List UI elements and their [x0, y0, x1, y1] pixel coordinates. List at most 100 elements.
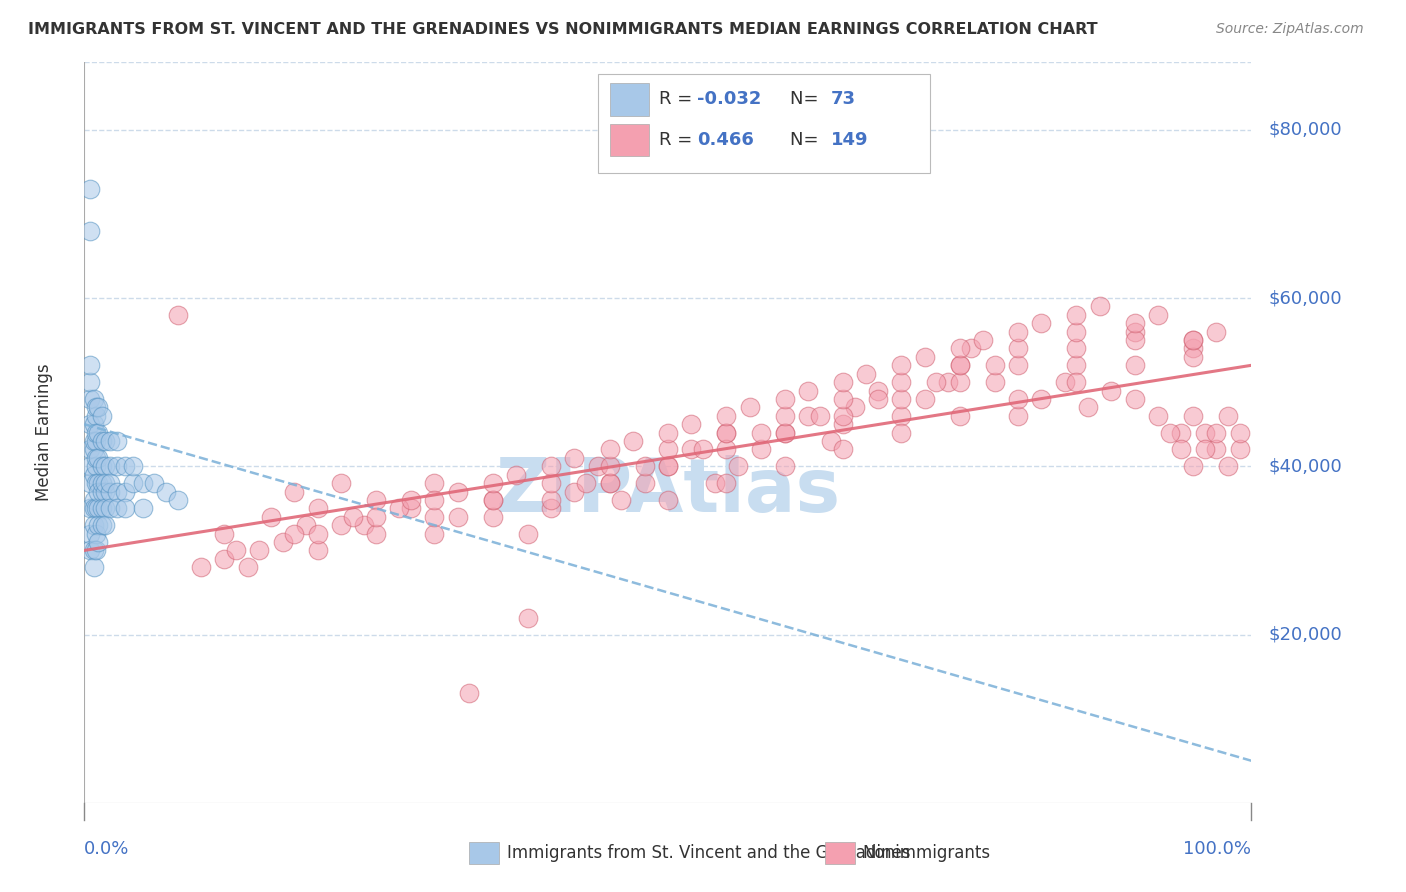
Point	[599, 459, 621, 474]
Point	[1181, 333, 1204, 347]
Point	[949, 409, 972, 423]
Point	[166, 308, 188, 322]
Point	[132, 501, 155, 516]
Point	[366, 492, 388, 507]
Point	[716, 409, 738, 423]
Point	[1170, 442, 1192, 457]
Point	[983, 375, 1005, 389]
Point	[832, 409, 855, 423]
Point	[94, 484, 117, 499]
Point	[773, 425, 796, 440]
Point	[481, 509, 505, 524]
Point	[1123, 392, 1146, 406]
FancyBboxPatch shape	[598, 73, 931, 173]
Point	[423, 492, 446, 507]
Bar	[825, 842, 855, 864]
Point	[87, 535, 110, 549]
Text: $40,000: $40,000	[1268, 458, 1343, 475]
Point	[114, 501, 136, 516]
Point	[716, 425, 738, 440]
Point	[960, 342, 983, 356]
Point	[271, 535, 294, 549]
Point	[98, 484, 121, 499]
Point	[773, 459, 796, 474]
Point	[832, 417, 855, 432]
Point	[307, 526, 329, 541]
Point	[657, 492, 679, 507]
Point	[1123, 333, 1146, 347]
Point	[832, 392, 855, 406]
Point	[633, 459, 655, 474]
Point	[283, 484, 305, 499]
Point	[79, 543, 101, 558]
Point	[633, 476, 655, 491]
Point	[773, 392, 796, 406]
Point	[797, 384, 820, 398]
Point	[260, 509, 283, 524]
Point	[79, 501, 101, 516]
Point	[738, 401, 761, 415]
Text: 0.466: 0.466	[697, 131, 754, 149]
Point	[749, 442, 772, 457]
Point	[87, 501, 110, 516]
Point	[342, 509, 364, 524]
Point	[388, 501, 411, 516]
Point	[423, 509, 446, 524]
Point	[1007, 359, 1029, 373]
Point	[143, 476, 166, 491]
Point	[90, 484, 112, 499]
Point	[83, 434, 105, 448]
Point	[949, 342, 972, 356]
Point	[79, 459, 101, 474]
Point	[98, 501, 121, 516]
Point	[225, 543, 247, 558]
Point	[820, 434, 842, 448]
Point	[79, 476, 101, 491]
Point	[1205, 325, 1227, 339]
Point	[98, 434, 121, 448]
Point	[94, 459, 117, 474]
Point	[773, 409, 796, 423]
Point	[1194, 442, 1216, 457]
Point	[83, 501, 105, 516]
Point	[808, 409, 831, 423]
Point	[79, 375, 101, 389]
Point	[657, 459, 679, 474]
Text: $20,000: $20,000	[1268, 625, 1343, 643]
Point	[936, 375, 959, 389]
Point	[84, 425, 107, 440]
Point	[1181, 342, 1204, 356]
Text: N=: N=	[790, 131, 825, 149]
Point	[87, 518, 110, 533]
Point	[1194, 425, 1216, 440]
Point	[94, 501, 117, 516]
Point	[353, 518, 375, 533]
Point	[283, 526, 305, 541]
Point	[214, 526, 236, 541]
Point	[94, 518, 117, 533]
Point	[83, 467, 105, 482]
Point	[1205, 442, 1227, 457]
Point	[1031, 392, 1053, 406]
Point	[657, 442, 679, 457]
Point	[540, 476, 562, 491]
Point	[1216, 459, 1239, 474]
Point	[890, 392, 912, 406]
Point	[98, 459, 121, 474]
Point	[84, 459, 107, 474]
Point	[1088, 300, 1111, 314]
FancyBboxPatch shape	[610, 124, 650, 156]
Point	[564, 484, 586, 499]
Text: Source: ZipAtlas.com: Source: ZipAtlas.com	[1216, 22, 1364, 37]
Point	[84, 476, 107, 491]
Text: IMMIGRANTS FROM ST. VINCENT AND THE GRENADINES VS NONIMMIGRANTS MEDIAN EARNINGS : IMMIGRANTS FROM ST. VINCENT AND THE GREN…	[28, 22, 1098, 37]
Point	[84, 501, 107, 516]
Point	[295, 518, 318, 533]
Point	[236, 560, 259, 574]
Point	[105, 459, 128, 474]
Point	[79, 417, 101, 432]
Point	[599, 442, 621, 457]
Point	[83, 560, 105, 574]
Point	[925, 375, 948, 389]
Point	[105, 501, 128, 516]
